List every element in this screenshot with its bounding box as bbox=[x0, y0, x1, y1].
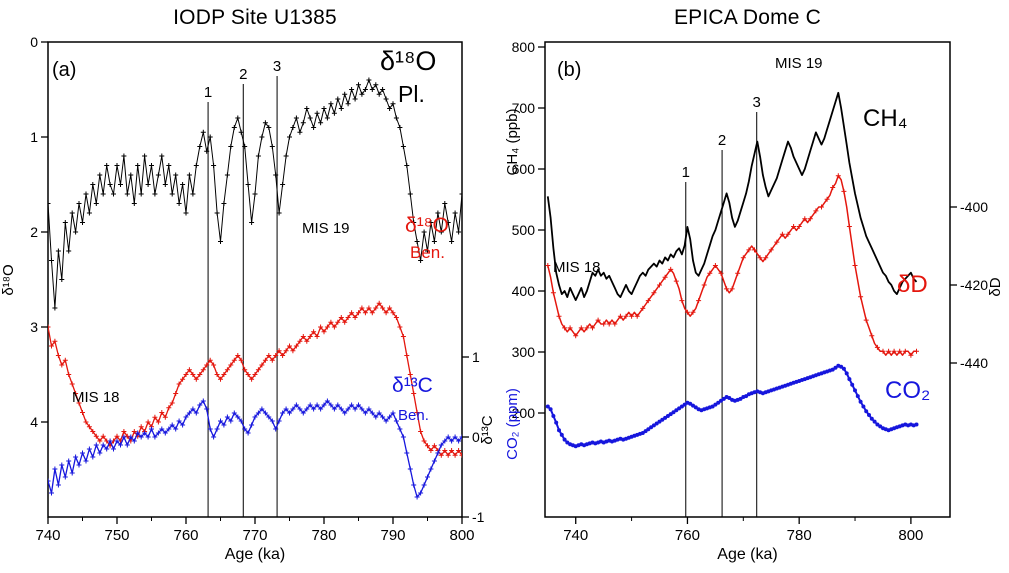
svg-text:-440: -440 bbox=[960, 355, 988, 371]
axis-label-d13C: δ¹³C bbox=[479, 415, 496, 444]
plot-frame bbox=[544, 41, 951, 518]
svg-text:400: 400 bbox=[512, 283, 536, 299]
svg-text:0: 0 bbox=[30, 34, 38, 50]
svg-text:780: 780 bbox=[311, 527, 336, 544]
svg-text:200: 200 bbox=[512, 405, 536, 421]
annotation: CH₄ bbox=[863, 105, 907, 132]
event-label-1: 1 bbox=[204, 84, 212, 101]
annotation: Ben. bbox=[410, 243, 445, 262]
annotation: δ¹⁸O bbox=[380, 46, 436, 76]
axis-dD: -400 -420 -440 δD bbox=[950, 199, 1004, 371]
series-d18O-benthic bbox=[48, 300, 462, 458]
axis-label-co2: CO₂ (ppm) bbox=[505, 388, 521, 460]
svg-text:780: 780 bbox=[787, 527, 812, 544]
panel-b-chart: 740 760 780 800 Age (ka) 800 700 600 500 400 300 20… bbox=[505, 39, 1004, 563]
svg-text:500: 500 bbox=[512, 222, 536, 238]
svg-text:1: 1 bbox=[30, 129, 38, 145]
annotation: MIS 19 bbox=[775, 55, 823, 72]
axis-label-d18O: δ¹⁸O bbox=[0, 264, 17, 295]
svg-text:4: 4 bbox=[30, 414, 38, 430]
annotation: MIS 18 bbox=[553, 259, 601, 276]
annotation: δD bbox=[897, 271, 928, 298]
event-label-1: 1 bbox=[682, 164, 690, 181]
x-axis: 740 750 760 770 780 790 800 Age (ka) bbox=[35, 517, 475, 563]
svg-text:3: 3 bbox=[30, 319, 38, 335]
svg-text:790: 790 bbox=[380, 527, 405, 544]
svg-text:-1: -1 bbox=[472, 509, 485, 525]
svg-text:2: 2 bbox=[30, 224, 38, 240]
event-label-3: 3 bbox=[273, 58, 281, 75]
x-axis-label: Age (ka) bbox=[225, 546, 285, 563]
svg-text:-420: -420 bbox=[960, 277, 988, 293]
x-axis: 740 760 780 800 Age (ka) bbox=[563, 517, 923, 563]
annotation: MIS 19 bbox=[302, 220, 350, 237]
svg-text:740: 740 bbox=[563, 527, 588, 544]
panel-b: EPICA Dome C 740 760 780 800 Age (ka) 800 700 6… bbox=[505, 0, 1009, 573]
panel-b-title: EPICA Dome C bbox=[673, 6, 822, 29]
annotation: MIS 18 bbox=[72, 389, 120, 406]
svg-text:800: 800 bbox=[449, 527, 474, 544]
svg-text:800: 800 bbox=[898, 527, 923, 544]
series-dD bbox=[545, 173, 919, 358]
event-label-2: 2 bbox=[718, 132, 726, 149]
axis-ch4: 800 700 600 500 400 300 200 CH₄ (ppb) bbox=[505, 39, 545, 421]
event-label-2: 2 bbox=[239, 66, 247, 83]
annotation: (a) bbox=[52, 59, 76, 81]
axis-d18O: 0 1 2 3 4 δ¹⁸O bbox=[0, 34, 48, 430]
svg-text:0: 0 bbox=[472, 429, 480, 445]
svg-text:760: 760 bbox=[675, 527, 700, 544]
panel-a-title: IODP Site U1385 bbox=[173, 6, 337, 29]
svg-text:760: 760 bbox=[173, 527, 198, 544]
x-axis-label: Age (ka) bbox=[717, 546, 777, 563]
svg-text:1: 1 bbox=[472, 349, 480, 365]
axis-label-dD: δD bbox=[987, 277, 1004, 296]
annotation: δ¹⁸O bbox=[405, 214, 449, 237]
axis-label-ch4: CH₄ (ppb) bbox=[505, 109, 521, 176]
series-co2 bbox=[545, 363, 919, 449]
svg-text:770: 770 bbox=[242, 527, 267, 544]
panel-a: IODP Site U1385 740 750 760 770 780 790 800 Age… bbox=[0, 6, 496, 563]
svg-text:700: 700 bbox=[512, 100, 536, 116]
series-ch4 bbox=[546, 91, 918, 301]
annotation: CO₂ bbox=[885, 377, 930, 404]
svg-text:750: 750 bbox=[104, 527, 129, 544]
annotation: δ¹³C bbox=[392, 374, 433, 397]
svg-text:740: 740 bbox=[35, 527, 60, 544]
event-label-3: 3 bbox=[753, 94, 761, 111]
axis-d13C: 1 0 -1 δ¹³C bbox=[462, 349, 496, 525]
series-d18O-planktonic bbox=[48, 77, 462, 311]
axis-co2: CO₂ (ppm) bbox=[505, 388, 521, 460]
svg-text:-400: -400 bbox=[960, 199, 988, 215]
annotation: Pl. bbox=[398, 81, 425, 107]
annotation: (b) bbox=[557, 59, 581, 81]
svg-text:600: 600 bbox=[512, 161, 536, 177]
svg-text:800: 800 bbox=[512, 39, 536, 55]
series-d13C-benthic bbox=[48, 398, 462, 500]
annotation: Ben. bbox=[398, 407, 429, 424]
svg-text:300: 300 bbox=[512, 344, 536, 360]
